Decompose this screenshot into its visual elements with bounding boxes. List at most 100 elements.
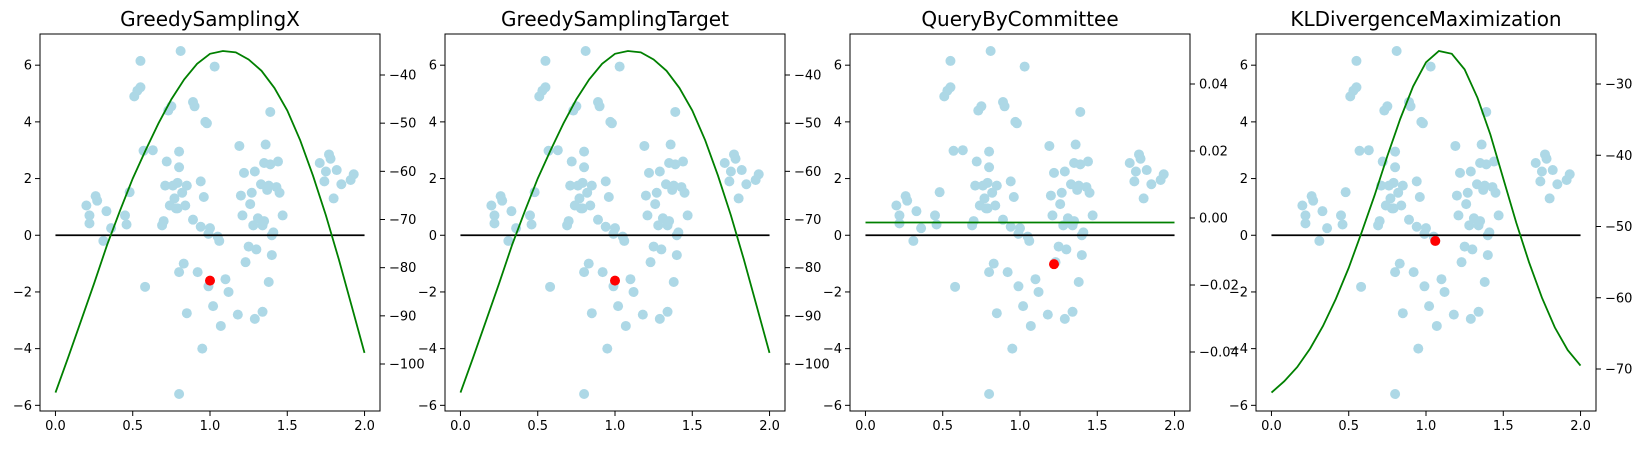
scatter-point: [1146, 179, 1157, 190]
scatter-point: [614, 61, 625, 72]
scatter-point: [181, 180, 192, 191]
scatter-point: [668, 277, 679, 288]
scatter-point: [239, 167, 249, 178]
scatter-point: [1552, 179, 1563, 190]
scatter-point: [650, 199, 661, 210]
scatter-point: [1374, 216, 1385, 227]
scatter-series: [891, 46, 1169, 399]
scatter-point: [1024, 235, 1035, 246]
scatter-point: [175, 46, 186, 57]
scatter-point: [1419, 281, 1430, 292]
scatter-point: [1479, 180, 1490, 191]
scatter-point: [600, 176, 611, 187]
scatter-point: [565, 180, 576, 191]
scatter-point: [1421, 223, 1431, 234]
scatter-point: [957, 145, 968, 156]
scatter-point: [257, 306, 268, 317]
scatter-point: [600, 221, 611, 232]
x-tick-label: 0.0: [450, 419, 471, 434]
scatter-point: [1073, 277, 1084, 288]
x-tick-label: 1.5: [1087, 419, 1108, 434]
scatter-point: [1070, 139, 1081, 150]
scatter-point: [266, 250, 277, 261]
y-tick-label: −6: [418, 399, 437, 414]
scatter-point: [172, 177, 183, 188]
scatter-point: [1535, 176, 1546, 187]
scatter-point: [1390, 146, 1401, 157]
scatter-point: [223, 286, 234, 297]
scatter-point: [234, 140, 245, 151]
scatter-point: [140, 281, 151, 292]
scatter-point: [192, 267, 203, 278]
scatter-point: [1396, 200, 1407, 211]
scatter-point: [174, 162, 185, 173]
scatter-point: [651, 187, 662, 198]
scatter-point: [214, 235, 225, 246]
scatter-point: [545, 281, 556, 292]
y2-tick-label: −50: [794, 117, 821, 132]
scatter-point: [724, 176, 735, 187]
scatter-point: [1130, 166, 1141, 177]
scatter-point: [135, 55, 146, 66]
scatter-point: [902, 195, 913, 206]
scatter-point: [644, 167, 654, 178]
scatter-point: [177, 187, 188, 198]
scatter-point: [945, 82, 956, 93]
y2-tick-label: −70: [389, 213, 416, 228]
y-tick-label: −4: [1229, 342, 1248, 357]
scatter-point: [1073, 180, 1084, 191]
scatter-point: [945, 55, 956, 66]
scatter-point: [610, 223, 620, 234]
scatter-point: [908, 235, 919, 246]
scatter-point: [1084, 187, 1095, 198]
scatter-point: [1013, 281, 1024, 292]
scatter-point: [220, 274, 231, 285]
scatter-point: [1141, 165, 1152, 176]
y2-tick-label: −40: [1605, 149, 1632, 164]
panel-4: KLDivergenceMaximization 0.0 0.5 1.0 1.5 2.0 −…: [1229, 7, 1633, 434]
scatter-point: [84, 210, 95, 221]
scatter-point: [753, 169, 764, 180]
scatter-point: [1461, 199, 1472, 210]
scatter-point: [101, 206, 112, 217]
scatter-point: [147, 145, 158, 156]
scatter-point: [215, 320, 226, 331]
scatter-point: [668, 180, 679, 191]
scatter-point: [1541, 153, 1552, 164]
scatter-point: [653, 220, 664, 231]
y-tick-label: 4: [429, 115, 437, 130]
scatter-point: [733, 193, 744, 204]
scatter-point: [640, 190, 651, 201]
scatter-point: [1547, 165, 1558, 176]
scatter-point: [1436, 274, 1447, 285]
x-tick-label: 0.5: [1338, 419, 1359, 434]
scatter-point: [1411, 221, 1422, 232]
scatter-point: [188, 214, 198, 225]
y-tick-label: 6: [429, 59, 437, 74]
scatter-point: [984, 267, 995, 278]
scatter-point: [585, 200, 596, 211]
scatter-point: [1456, 257, 1467, 268]
scatter-point: [1424, 301, 1435, 312]
scatter-point: [968, 216, 979, 227]
scatter-point: [1481, 159, 1492, 170]
scatter-point: [180, 200, 191, 211]
scatter-point: [1030, 274, 1041, 285]
x-tick-label: 0.5: [527, 419, 548, 434]
y2-tick-label: −0.02: [1199, 279, 1239, 294]
scatter-point: [950, 281, 961, 292]
scatter-point: [325, 153, 336, 164]
scatter-point: [497, 195, 508, 206]
scatter-point: [1067, 306, 1078, 317]
panel-title: GreedySamplingTarget: [501, 7, 729, 31]
scatter-point: [189, 101, 200, 112]
y-tick-label: 4: [834, 115, 842, 130]
scatter-point: [620, 320, 631, 331]
scatter-point: [1536, 166, 1547, 177]
scatter-point: [583, 258, 594, 269]
scatter-point: [577, 177, 588, 188]
scatter-point: [1033, 286, 1044, 297]
scatter-point: [682, 210, 693, 221]
scatter-point: [1075, 106, 1086, 117]
